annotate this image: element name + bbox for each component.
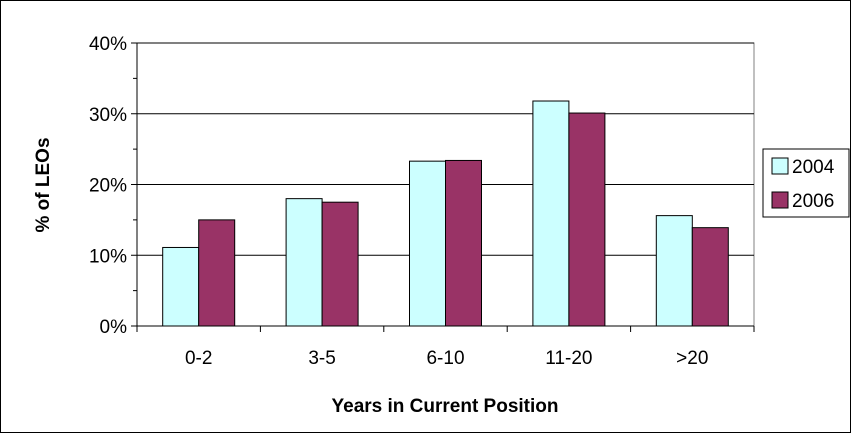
- y-tick-label: 30%: [89, 105, 127, 126]
- bars: [162, 100, 729, 327]
- bar-2004-3-5: [285, 198, 323, 327]
- y-tick-label: 40%: [89, 34, 127, 55]
- bar-2006->20: [691, 227, 729, 327]
- y-ticks: 0% 10% 20% 30% 40%: [89, 34, 137, 338]
- y-axis-title: % of LEOs: [33, 137, 54, 232]
- x-tick-label: 11-20: [545, 348, 592, 369]
- legend: 2004 2006: [762, 148, 850, 218]
- bar-2004->20: [655, 215, 693, 327]
- bar-2006-3-5: [321, 201, 359, 327]
- y-tick-label: 10%: [89, 246, 127, 267]
- bar-2006-0-2: [198, 219, 236, 327]
- x-tick-label: >20: [676, 348, 708, 369]
- bar-2006-11-20: [568, 112, 606, 327]
- x-tick-label: 6-10: [426, 348, 464, 369]
- x-tick-label: 0-2: [185, 348, 212, 369]
- legend-swatch-2006: [771, 191, 789, 209]
- legend-label-2004: 2004: [792, 157, 835, 178]
- legend-swatch-2004: [771, 157, 789, 175]
- x-tick-label: 3-5: [308, 348, 335, 369]
- y-tick-label: 20%: [89, 176, 127, 197]
- y-tick-label: 0%: [100, 317, 128, 338]
- bar-2004-6-10: [409, 160, 446, 327]
- legend-label-2006: 2006: [792, 191, 834, 212]
- x-ticks: 0-2 3-5 6-10 11-20 >20: [136, 326, 755, 369]
- bar-2004-0-2: [162, 246, 200, 327]
- bar-2004-11-20: [532, 100, 570, 327]
- x-axis-title: Years in Current Position: [332, 396, 559, 417]
- bar-2006-6-10: [445, 159, 482, 327]
